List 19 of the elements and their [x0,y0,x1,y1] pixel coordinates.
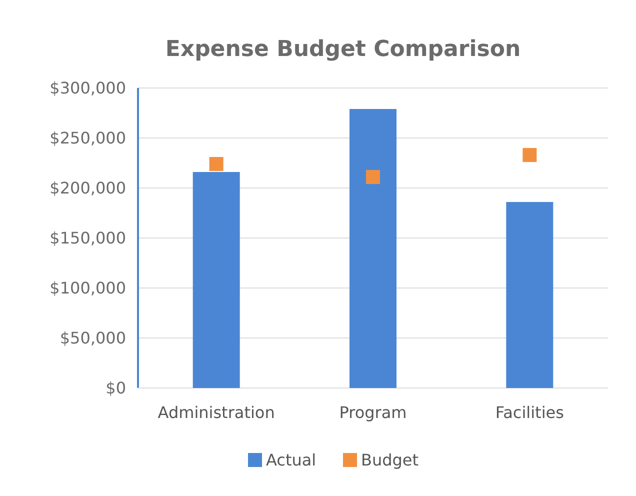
y-tick-label: $50,000 [60,328,126,348]
chart-title: Expense Budget Comparison [165,37,521,62]
y-tick-label: $100,000 [50,278,126,298]
bar [192,172,240,388]
x-tick-label: Facilities [495,403,564,422]
x-tick-label: Administration [158,403,275,422]
legend-label: Actual [266,450,316,470]
point [209,157,224,171]
y-tick-label: $150,000 [50,228,126,248]
y-tick-label: $250,000 [50,128,126,148]
y-tick-label: $200,000 [50,178,126,198]
y-tick-label: $300,000 [50,78,126,98]
x-tick-label: Program [339,403,407,422]
point [522,148,537,162]
bar [506,202,554,388]
y-tick-label: $0 [106,378,126,398]
bar [350,109,396,388]
legend-label: Budget [361,450,419,470]
point [366,170,380,184]
